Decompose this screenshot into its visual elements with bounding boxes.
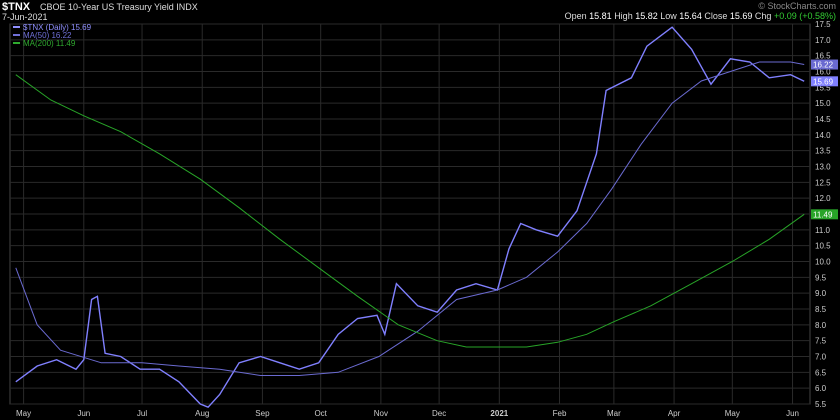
legend-label: MA(50) 16.22 [23,31,72,40]
price-label-text: 11.49 [813,210,833,219]
y-tick-label: 14.5 [815,115,831,124]
chart-header: $TNX CBOE 10-Year US Treasury Yield INDX… [0,0,840,22]
x-tick-label: May [16,409,31,418]
ohlc-readout: Open 15.81 High 15.82 Low 15.64 Close 15… [565,11,836,21]
low-value: 15.64 [679,11,702,21]
chart-date: 7-Jun-2021 [2,12,48,22]
y-tick-label: 9.0 [815,289,827,298]
y-tick-label: 8.0 [815,321,827,330]
close-value: 15.69 [729,11,753,21]
legend-label: $TNX (Daily) 15.69 [23,23,92,32]
y-tick-label: 15.0 [815,99,831,108]
price-label-box [811,59,838,70]
symbol-description: CBOE 10-Year US Treasury Yield INDX [40,2,198,12]
y-tick-label: 7.0 [815,353,827,362]
symbol: $TNX [2,1,31,13]
high-value: 15.82 [635,11,658,21]
x-tick-label: Jun [786,409,799,418]
price-series [15,26,805,409]
y-tick-label: 11.0 [815,226,831,235]
price-label-box [811,209,838,220]
chg-value: +0.09 (+0.58%) [773,11,836,21]
ma50-series [15,61,805,376]
close-label: Close [704,11,728,21]
x-tick-label: Jun [77,409,90,418]
credit-text: © StockCharts.com [758,1,836,11]
price-label-text: 16.22 [813,61,834,70]
y-tick-label: 13.0 [815,163,831,172]
ma200-series [15,74,805,348]
chg-label: Chg [754,11,772,21]
y-tick-label: 14.0 [815,131,831,140]
y-tick-label: 6.5 [815,368,827,377]
y-tick-label: 13.5 [815,147,831,156]
x-tick-label: Nov [374,409,388,418]
y-tick-label: 12.5 [815,178,831,187]
x-tick-label: Apr [668,409,681,418]
y-tick-label: 5.5 [815,400,827,409]
y-tick-label: 7.5 [815,337,827,346]
x-tick-label: Mar [607,409,621,418]
x-tick-label: Sep [255,409,270,418]
open-label: Open [564,11,587,21]
y-tick-label: 15.5 [815,83,831,92]
x-tick-label: Aug [195,409,209,418]
high-label: High [614,11,633,21]
y-tick-label: 10.5 [815,242,831,251]
y-tick-label: 6.0 [815,384,827,393]
y-tick-label: 17.5 [815,20,831,29]
x-tick-label: Oct [314,409,327,418]
y-tick-label: 17.0 [815,36,831,45]
x-tick-label: Dec [432,409,446,418]
y-tick-label: 16.0 [815,68,831,77]
y-tick-label: 12.0 [815,194,831,203]
y-tick-label: 8.5 [815,305,827,314]
x-tick-label: May [725,409,740,418]
low-label: Low [660,11,677,21]
price-label-text: 15.69 [813,77,834,86]
x-tick-label: Jul [137,409,147,418]
x-tick-label: 2021 [490,409,508,418]
price-label-box [811,76,838,87]
open-value: 15.81 [589,11,612,21]
y-tick-label: 16.5 [815,52,831,61]
y-tick-label: 10.0 [815,258,831,267]
exchange-text: INDX [176,2,198,12]
y-tick-label: 9.5 [815,273,827,282]
legend-label: MA(200) 11.49 [23,39,76,48]
description-text: CBOE 10-Year US Treasury Yield [40,2,174,12]
x-tick-label: Feb [553,409,567,418]
